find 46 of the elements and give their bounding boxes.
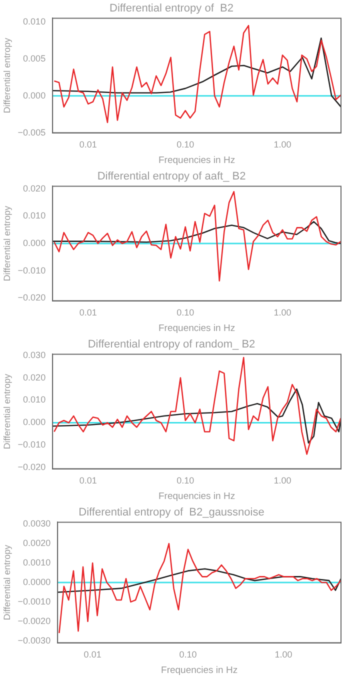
y-tick-label: 0.0030 (23, 518, 51, 529)
x-tick-label: 1.00 (274, 140, 292, 150)
y-tick-label: −0.005 (18, 127, 46, 138)
chart-title: Differential entropy of random_ B2 (88, 338, 256, 351)
x-axis-title: Frequencies in Hz (158, 322, 236, 334)
chart-title: Differential entropy of aaft_ B2 (97, 170, 246, 183)
x-tick-label: 0.10 (179, 650, 197, 660)
chart-title: Differential entropy of B2 (110, 2, 234, 15)
y-tick-label: 0.005 (23, 53, 46, 64)
y-tick-label: 0.0000 (23, 576, 51, 587)
y-tick-label: −0.0030 (18, 635, 51, 646)
y-tick-label: 0.0010 (23, 558, 51, 568)
y-tick-label: −0.020 (18, 292, 46, 303)
x-tick-label: 0.01 (84, 650, 102, 660)
y-axis-title: Differential entropy (2, 205, 12, 282)
y-tick-label: −0.0010 (18, 596, 51, 606)
y-tick-label: −0.0020 (18, 616, 51, 626)
x-tick-label: 1.00 (274, 476, 292, 486)
y-tick-label: 0.020 (23, 372, 46, 382)
y-tick-label: −0.010 (18, 265, 46, 276)
x-tick-label: 0.01 (79, 140, 97, 150)
y-tick-label: 0.0020 (23, 538, 51, 548)
x-tick-label: 1.00 (274, 308, 292, 318)
y-tick-label: 0.010 (23, 210, 46, 221)
y-tick-label: −0.020 (18, 462, 46, 472)
x-tick-label: 0.01 (79, 308, 97, 318)
y-tick-label: 0.010 (23, 16, 46, 26)
x-axis-title: Frequencies in Hz (158, 154, 236, 166)
x-tick-label: 0.10 (176, 476, 194, 486)
x-tick-label: 1.00 (274, 650, 292, 660)
x-tick-label: 0.10 (176, 140, 194, 150)
y-axis-title: Differential entropy (2, 373, 12, 450)
y-tick-label: 0.010 (23, 394, 46, 405)
y-tick-label: 0.000 (23, 90, 46, 100)
x-axis-title: Frequencies in Hz (161, 664, 238, 676)
y-tick-label: 0.020 (23, 183, 46, 194)
x-tick-label: 0.01 (79, 476, 97, 486)
x-axis-title: Frequencies in Hz (158, 490, 236, 502)
y-tick-label: 0.030 (23, 350, 46, 360)
x-tick-label: 0.10 (176, 308, 194, 318)
y-tick-label: 0.000 (23, 238, 46, 248)
y-tick-label: −0.010 (18, 440, 46, 450)
chart-title: Differential entropy of B2_gaussnoise (78, 506, 264, 519)
y-axis-title: Differential entropy (2, 37, 12, 114)
y-tick-label: 0.000 (23, 417, 46, 428)
y-axis-title: Differential entropy (2, 544, 12, 620)
